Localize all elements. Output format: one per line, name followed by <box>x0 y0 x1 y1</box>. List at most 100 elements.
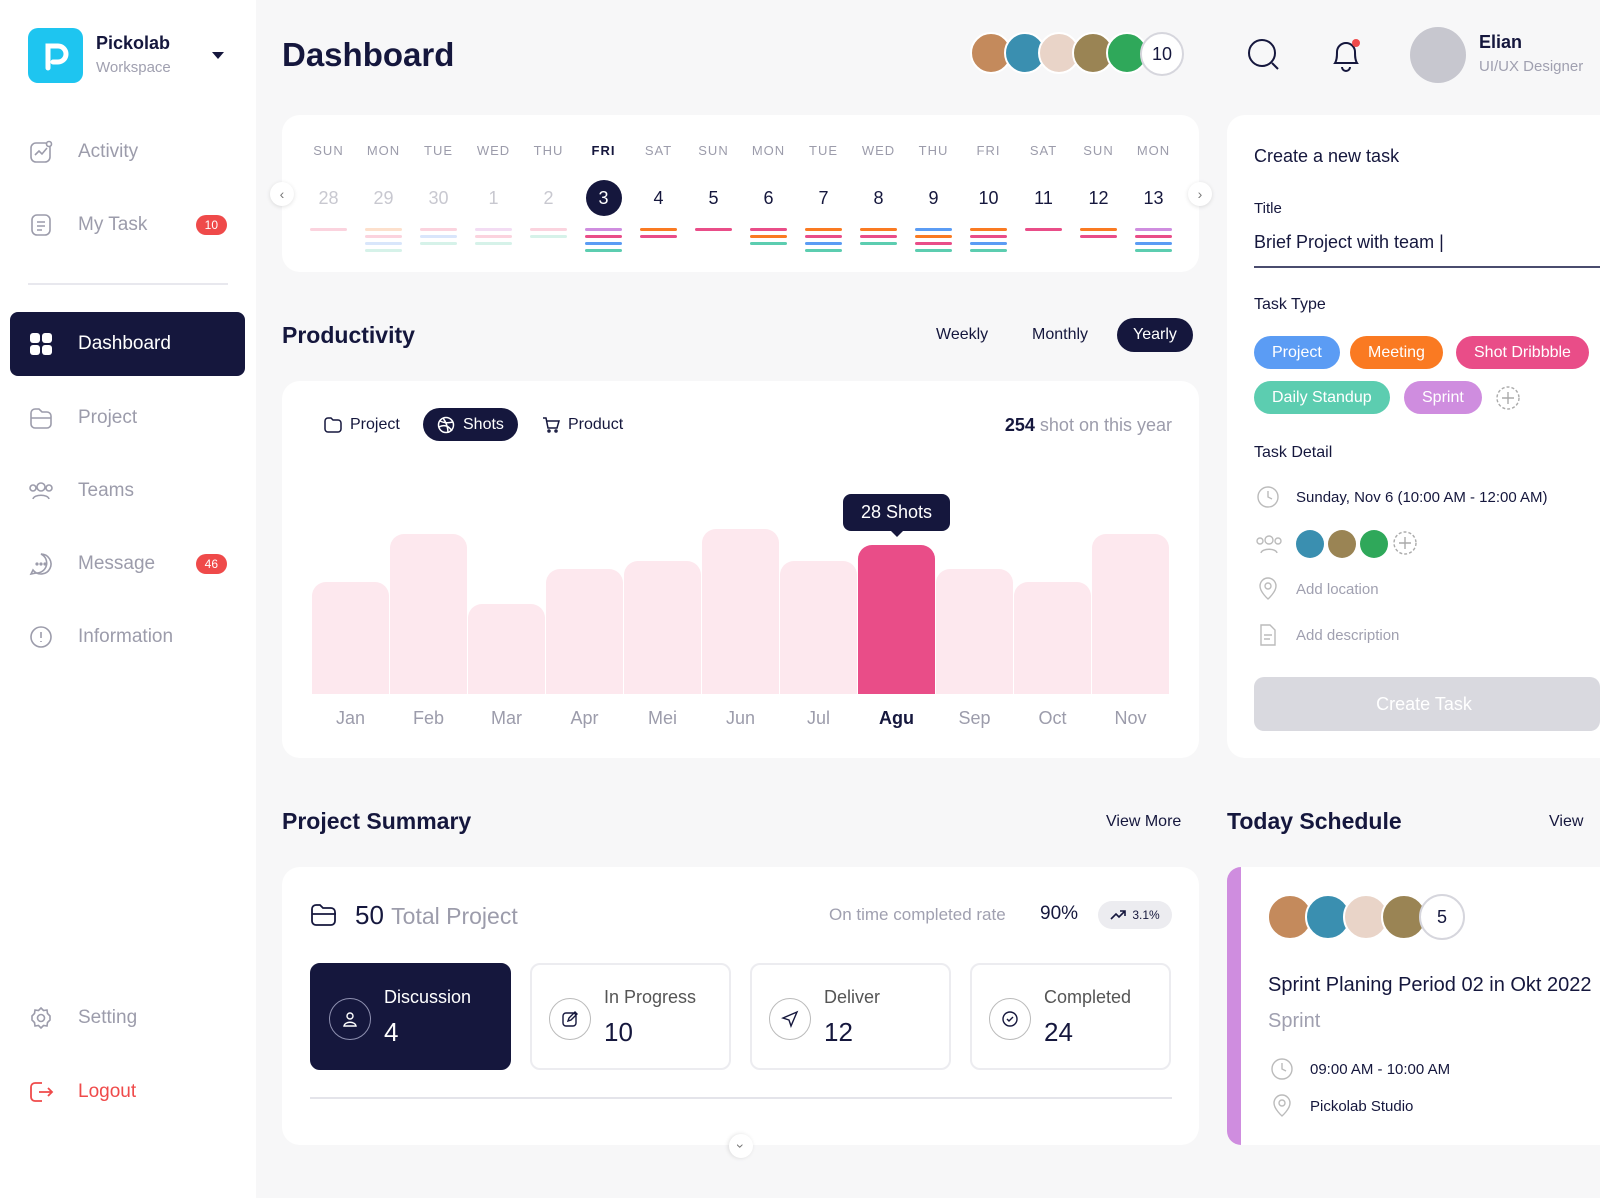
sidebar-item-message[interactable]: Message 46 <box>10 532 245 596</box>
tab-product[interactable]: Product <box>528 408 637 441</box>
bar-jun[interactable] <box>702 529 779 694</box>
calendar-day[interactable]: WED 8 <box>851 143 906 245</box>
bar-feb[interactable] <box>390 534 467 694</box>
expand-button[interactable]: › <box>729 1134 753 1158</box>
check-badge-icon <box>989 998 1031 1040</box>
calendar-day[interactable]: WED 1 <box>466 143 521 245</box>
calendar-day[interactable]: MON 29 <box>356 143 411 252</box>
logout-button[interactable]: Logout <box>10 1060 245 1124</box>
user-avatar[interactable] <box>1410 27 1466 83</box>
calendar-day[interactable]: THU 2 <box>521 143 576 238</box>
calendar-next-button[interactable]: › <box>1188 182 1212 206</box>
pickolab-logo <box>28 28 83 83</box>
type-chip-shot-dribbble[interactable]: Shot Dribbble <box>1456 336 1589 369</box>
event-line <box>585 249 622 252</box>
day-of-week: SUN <box>698 143 729 158</box>
create-task-button[interactable]: Create Task <box>1254 677 1600 731</box>
event-line <box>640 228 677 231</box>
x-tick-label: Mei <box>647 708 677 728</box>
view-more-link[interactable]: View More <box>1106 813 1182 830</box>
event-line <box>750 228 787 231</box>
type-chip-meeting[interactable]: Meeting <box>1350 336 1443 369</box>
gear-icon <box>28 1005 54 1031</box>
task-date[interactable]: Sunday, Nov 6 (10:00 AM - 12:00 AM) <box>1256 485 1548 509</box>
add-type-icon[interactable] <box>1495 385 1521 416</box>
calendar-day[interactable]: THU 9 <box>906 143 961 252</box>
type-chip-project[interactable]: Project <box>1254 336 1340 369</box>
bar-agu[interactable] <box>858 545 935 694</box>
search-icon[interactable] <box>1247 38 1281 77</box>
event-line <box>1135 235 1172 238</box>
event-line <box>805 249 842 252</box>
bar-jan[interactable] <box>312 582 389 694</box>
schedule-view-link[interactable]: View <box>1549 813 1584 830</box>
calendar-day[interactable]: FRI 3 <box>576 143 631 252</box>
calendar-day[interactable]: SUN 12 <box>1071 143 1126 238</box>
type-chip-sprint[interactable]: Sprint <box>1404 381 1482 414</box>
clock-icon <box>1271 1058 1293 1080</box>
bar-oct[interactable] <box>1014 582 1091 694</box>
stat-label: In Progress <box>604 987 697 1007</box>
sidebar: Pickolab Workspace Activity My Task 10 Da… <box>0 0 256 1198</box>
tab-project[interactable]: Project <box>310 408 414 441</box>
bell-icon[interactable] <box>1330 36 1364 77</box>
stat-completed[interactable]: Completed 24 <box>970 963 1171 1070</box>
event-line <box>1080 228 1117 231</box>
add-member-icon[interactable] <box>1392 530 1418 556</box>
sidebar-item-setting[interactable]: Setting <box>10 986 245 1050</box>
tab-shots[interactable]: Shots <box>423 408 518 441</box>
event-line <box>860 228 897 231</box>
type-chip-daily-standup[interactable]: Daily Standup <box>1254 381 1390 414</box>
shots-total-value: 254 <box>1004 415 1035 435</box>
event-line <box>530 228 567 231</box>
title-input[interactable]: Brief Project with team | <box>1254 232 1600 268</box>
event-member-count: 5 <box>1419 894 1465 940</box>
event-line <box>420 228 457 231</box>
event-line <box>970 249 1007 252</box>
sidebar-item-teams[interactable]: Teams <box>10 459 245 523</box>
event-lines <box>1016 228 1071 231</box>
bar-jul[interactable] <box>780 560 857 694</box>
add-description[interactable]: Add description <box>1256 623 1399 647</box>
bar-mei[interactable] <box>624 560 701 694</box>
calendar-day[interactable]: SAT 4 <box>631 143 686 238</box>
event-line <box>860 235 897 238</box>
bar-sep[interactable] <box>936 568 1013 694</box>
workspace-dropdown-icon[interactable] <box>212 52 224 59</box>
event-line <box>805 242 842 245</box>
team-avatars[interactable]: 10 <box>970 32 1184 76</box>
create-task-heading: Create a new task <box>1254 146 1400 166</box>
day-number: 11 <box>1034 188 1053 208</box>
event-line <box>915 249 952 252</box>
event-line <box>1135 249 1172 252</box>
calendar-day[interactable]: TUE 30 <box>411 143 466 245</box>
event-line <box>475 235 512 238</box>
stat-deliver[interactable]: Deliver 12 <box>750 963 951 1070</box>
sidebar-item-activity[interactable]: Activity <box>10 120 245 184</box>
bar-apr[interactable] <box>546 568 623 694</box>
sidebar-item-project[interactable]: Project <box>10 386 245 450</box>
sidebar-item-dashboard[interactable]: Dashboard <box>10 312 245 376</box>
teams-icon <box>1256 535 1282 554</box>
calendar-prev-button[interactable]: ‹ <box>270 182 294 206</box>
calendar-day[interactable]: MON 13 <box>1126 143 1181 252</box>
sidebar-item-information[interactable]: Information <box>10 605 245 669</box>
stat-discussion[interactable]: Discussion 4 <box>310 963 511 1070</box>
bar-nov[interactable] <box>1092 534 1169 694</box>
day-number: 6 <box>763 188 774 208</box>
calendar-day[interactable]: TUE 7 <box>796 143 851 252</box>
calendar-day[interactable]: FRI 10 <box>961 143 1016 252</box>
calendar-day[interactable]: MON 6 <box>741 143 796 245</box>
event-line <box>860 242 897 245</box>
period-monthly[interactable]: Monthly <box>1032 326 1089 343</box>
period-yearly[interactable]: Yearly <box>1117 318 1193 352</box>
period-weekly[interactable]: Weekly <box>936 326 989 343</box>
sidebar-item-my-task[interactable]: My Task 10 <box>10 193 245 257</box>
bar-mar[interactable] <box>468 603 545 694</box>
stat-in-progress[interactable]: In Progress 10 <box>530 963 731 1070</box>
calendar-day[interactable]: SUN 28 <box>301 143 356 231</box>
calendar-day[interactable]: SAT 11 <box>1016 143 1071 231</box>
task-members[interactable] <box>1256 530 1418 558</box>
calendar-day[interactable]: SUN 5 <box>686 143 741 231</box>
add-location[interactable]: Add location <box>1256 577 1379 601</box>
